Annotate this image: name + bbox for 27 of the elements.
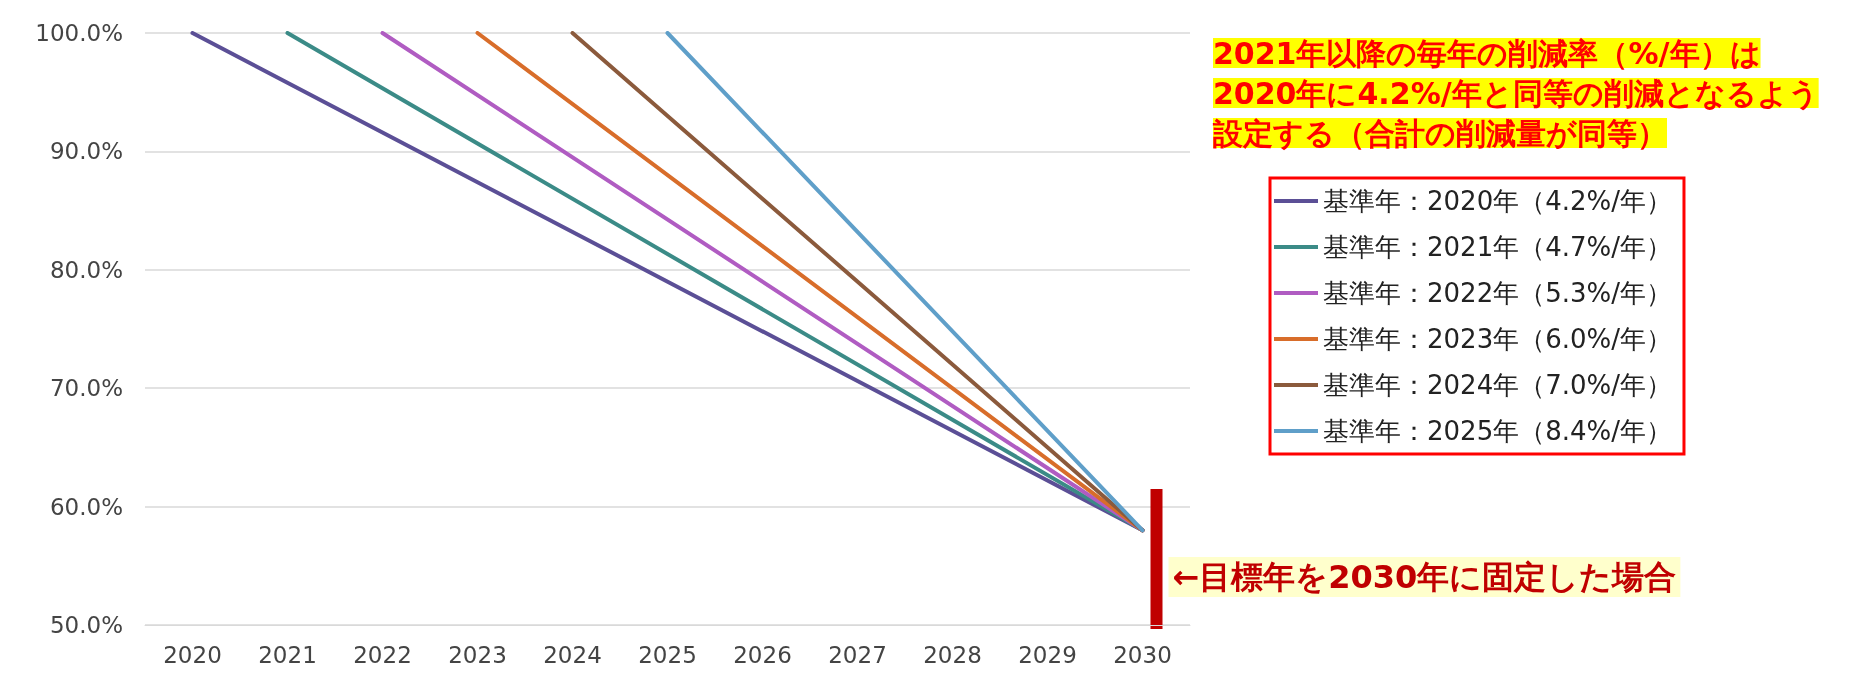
x-tick-label: 2023 bbox=[448, 641, 507, 668]
legend-label: 基準年：2023年（6.0%/年） bbox=[1323, 324, 1672, 354]
text: 2020年に4.2%/年と同等の削減となるよう bbox=[1213, 75, 1819, 111]
x-tick-label: 2021 bbox=[258, 641, 317, 668]
y-tick-label: 90.0% bbox=[49, 138, 123, 165]
x-tick-label: 2025 bbox=[638, 641, 697, 668]
x-tick-label: 2022 bbox=[353, 641, 412, 668]
ref-line-label: ←目標年を2030年に固定した場合 bbox=[1172, 558, 1677, 596]
legend-label: 基準年：2020年（4.2%/年） bbox=[1323, 186, 1672, 216]
y-tick-label: 80.0% bbox=[49, 256, 123, 283]
y-tick-label: 60.0% bbox=[49, 493, 123, 520]
text: 2021年以降の毎年の削減率（%/年）は bbox=[1213, 35, 1761, 71]
y-tick-label: 50.0% bbox=[49, 612, 123, 638]
x-tick-label: 2030 bbox=[1113, 641, 1172, 668]
x-tick-label: 2029 bbox=[1018, 641, 1077, 668]
x-tick-label: 2024 bbox=[543, 641, 602, 668]
legend-label: 基準年：2021年（4.7%/年） bbox=[1323, 232, 1672, 262]
legend-label: 基準年：2024年（7.0%/年） bbox=[1323, 370, 1672, 400]
legend-label: 基準年：2022年（5.3%/年） bbox=[1323, 278, 1672, 308]
y-tick-label: 100.0% bbox=[35, 20, 123, 46]
x-tick-label: 2026 bbox=[733, 641, 792, 668]
y-tick-label: 70.0% bbox=[49, 375, 123, 402]
text: 設定する（合計の削減量が同等） bbox=[1212, 115, 1667, 151]
x-tick-label: 2028 bbox=[923, 641, 982, 668]
x-tick-label: 2020 bbox=[163, 641, 222, 668]
x-tick-label: 2027 bbox=[828, 641, 887, 668]
legend-label: 基準年：2025年（8.4%/年） bbox=[1323, 416, 1672, 446]
